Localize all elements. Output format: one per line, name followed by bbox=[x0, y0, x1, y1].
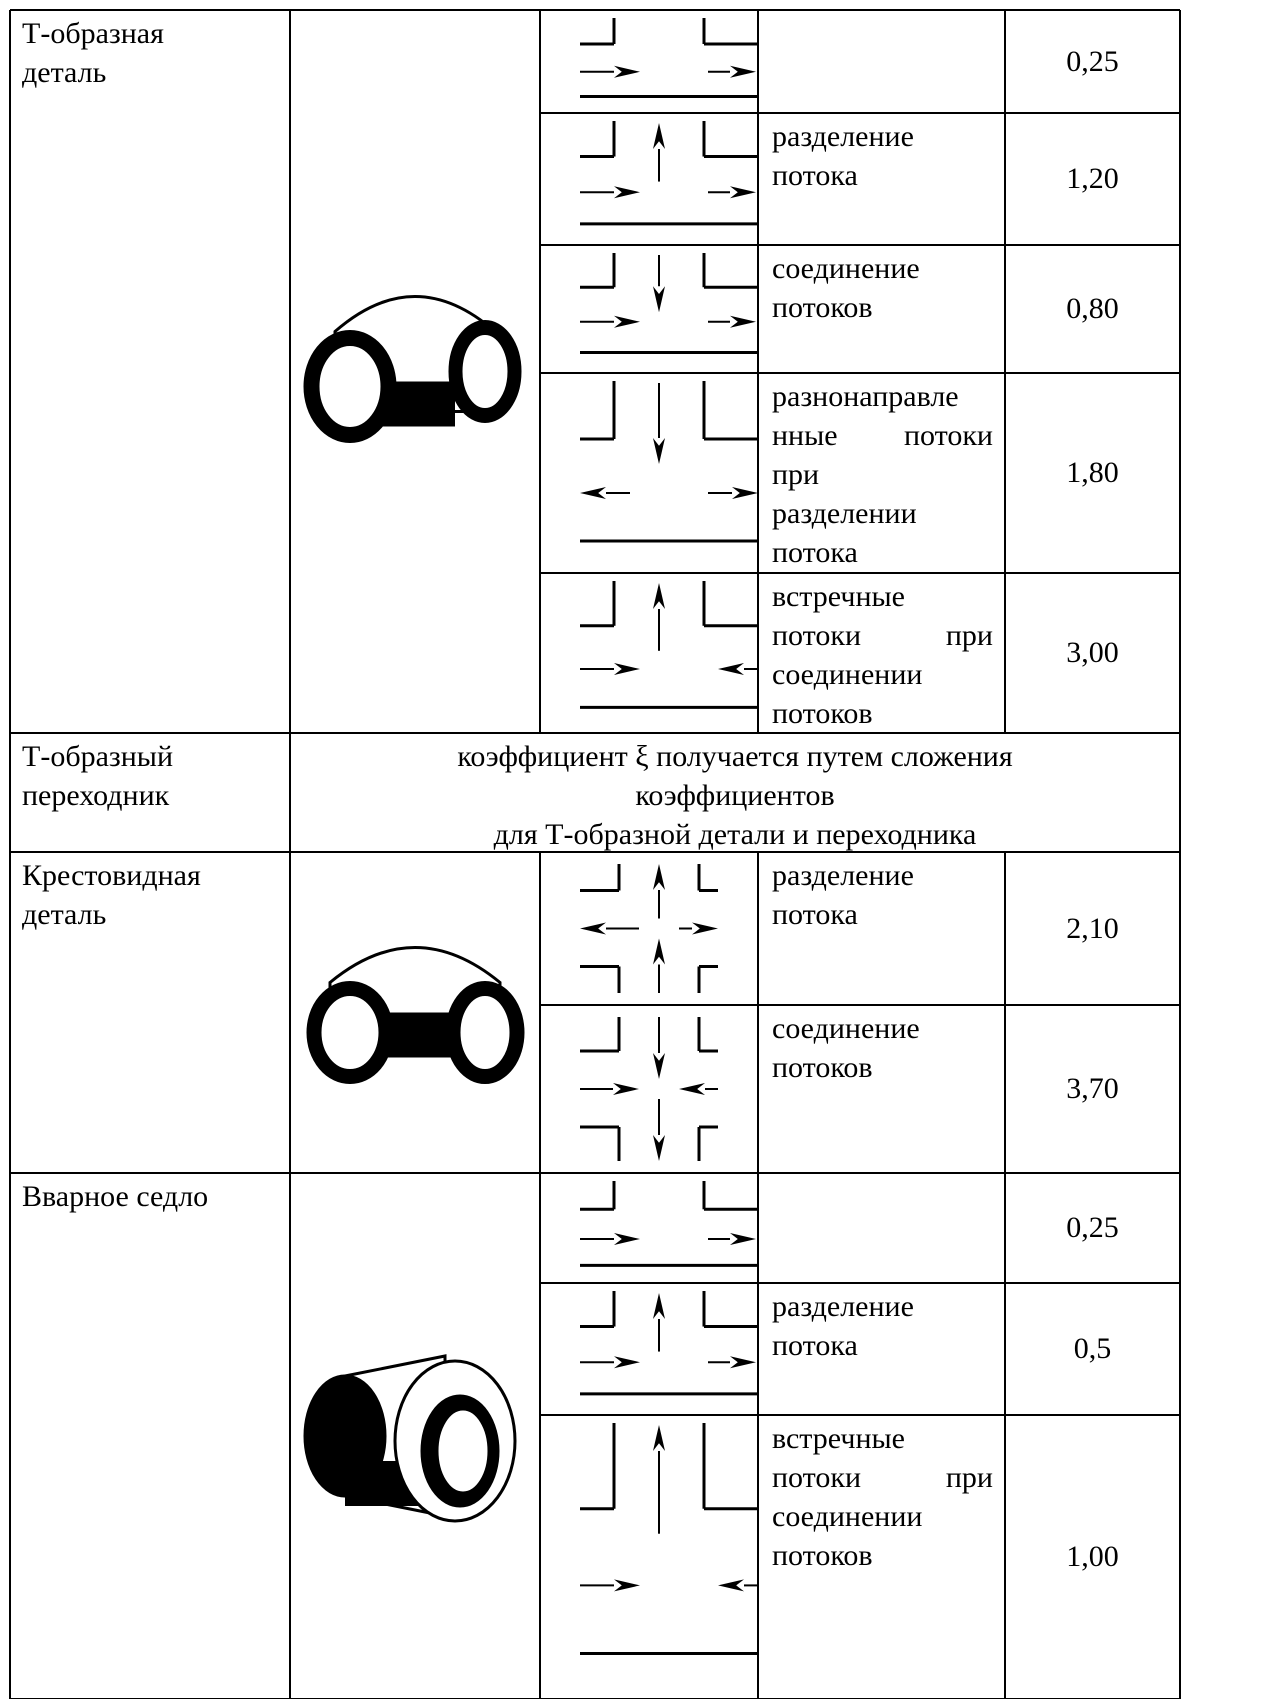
text-line: для Т-образной детали и переходника bbox=[493, 818, 977, 851]
case-description: разделение потока bbox=[772, 117, 993, 195]
arrow-head bbox=[614, 1233, 640, 1245]
case-description: разнонаправле нные потоки при разделении пот… bbox=[772, 377, 993, 572]
coefficient-value: 3,00 bbox=[1066, 636, 1119, 669]
coefficient-value: 0,25 bbox=[1066, 1211, 1119, 1244]
text-line: разделение bbox=[772, 859, 914, 892]
text-line: коэффициентов bbox=[635, 779, 835, 812]
coefficient-value: 0,80 bbox=[1066, 292, 1119, 325]
arrow-head bbox=[653, 938, 665, 965]
text-line: потока bbox=[772, 159, 858, 192]
arrow-head bbox=[614, 1356, 640, 1369]
arrow-head bbox=[718, 1579, 744, 1592]
fitting-shape bbox=[457, 993, 513, 1072]
case-description: соединение потоков bbox=[772, 249, 993, 327]
arrow-head bbox=[614, 1579, 640, 1592]
arrow-head bbox=[732, 487, 758, 499]
arrow-head bbox=[614, 315, 640, 328]
text-line: соединении bbox=[772, 1500, 923, 1533]
case-description: встречные потоки при соединении потоков bbox=[772, 577, 993, 733]
arrow-head bbox=[653, 864, 665, 890]
fitting-image bbox=[303, 295, 522, 443]
arrow-head bbox=[730, 315, 756, 328]
text-line: разделение bbox=[772, 1290, 914, 1323]
row-name: Т-образная деталь bbox=[22, 14, 282, 92]
text-line: соединение bbox=[772, 1012, 920, 1045]
coefficient-value: 2,10 bbox=[1066, 911, 1119, 945]
text-line: потока bbox=[772, 898, 858, 931]
arrow-head bbox=[730, 65, 756, 78]
text-line: соединение bbox=[772, 252, 920, 285]
text-line: потоков bbox=[772, 1539, 873, 1572]
case-description: соединение потоков bbox=[772, 1009, 993, 1087]
arrow-head bbox=[653, 583, 665, 609]
text-line: потока bbox=[772, 536, 858, 569]
text-line: Т-образный bbox=[22, 740, 174, 773]
text-line: встречные bbox=[772, 580, 905, 613]
coefficient-value: 1,80 bbox=[1066, 456, 1119, 489]
text-line: потоки при bbox=[772, 1461, 993, 1494]
text-line: переходник bbox=[22, 779, 170, 812]
arrow-head bbox=[653, 1135, 665, 1161]
text-line: потоков bbox=[772, 1051, 873, 1084]
text-line: разнонаправле bbox=[772, 380, 959, 413]
arrow-head bbox=[614, 663, 640, 675]
fitting-shape bbox=[318, 993, 382, 1072]
row-name: Крестовидная деталь bbox=[22, 856, 282, 934]
text-line: разделении bbox=[772, 497, 917, 530]
arrow-head bbox=[653, 1053, 665, 1079]
arrow-head bbox=[653, 1425, 665, 1451]
arrow-head bbox=[679, 1083, 705, 1095]
text-line: Вварное седло bbox=[22, 1180, 209, 1213]
text-line: потоки при bbox=[772, 619, 993, 652]
arrow-head bbox=[653, 123, 665, 149]
fitting-image bbox=[306, 946, 525, 1084]
coefficient-value: 0,25 bbox=[1066, 44, 1119, 78]
text-line: соединении bbox=[772, 658, 923, 691]
text-line: встречные bbox=[772, 1422, 905, 1455]
text-line: коэффициент ξ получается путем сложения bbox=[457, 740, 1013, 773]
arrow-head bbox=[580, 922, 606, 935]
arrow-head bbox=[653, 286, 665, 313]
note: коэффициент ξ получается путем сложения к… bbox=[290, 737, 1180, 854]
text-line: нные потоки bbox=[772, 419, 993, 452]
row-name: Вварное седло bbox=[22, 1177, 282, 1216]
arrow-head bbox=[730, 1356, 756, 1369]
text-line: потоков bbox=[772, 697, 873, 730]
text-line: при bbox=[772, 458, 820, 491]
text-line: потока bbox=[772, 1329, 858, 1362]
case-description: разделение потока bbox=[772, 856, 993, 934]
fitting-image bbox=[303, 1354, 517, 1523]
text-line: Т-образная bbox=[22, 17, 164, 50]
arrow-head bbox=[730, 186, 756, 199]
coefficient-value: 3,70 bbox=[1066, 1072, 1119, 1105]
arrow-head bbox=[692, 922, 718, 935]
case-description: разделение потока bbox=[772, 1287, 993, 1365]
arrow-head bbox=[653, 438, 665, 464]
text-line: деталь bbox=[22, 898, 107, 931]
text-line: потоков bbox=[772, 291, 873, 324]
text-line: деталь bbox=[22, 56, 107, 89]
row-name: Т-образный переходник bbox=[22, 737, 282, 815]
arrow-head bbox=[730, 1233, 756, 1245]
arrow-head bbox=[613, 1083, 639, 1095]
coefficient-value: 1,00 bbox=[1066, 1540, 1119, 1573]
coefficient-value: 0,5 bbox=[1073, 1332, 1112, 1365]
fitting-shape bbox=[459, 332, 511, 411]
text-line: разделение bbox=[772, 120, 914, 153]
arrow-head bbox=[614, 65, 640, 78]
coefficient-value: 1,20 bbox=[1066, 162, 1119, 195]
arrow-head bbox=[653, 1293, 665, 1319]
case-description: встречные потоки при соединении потоков bbox=[772, 1419, 993, 1575]
fitting-shape bbox=[435, 1407, 491, 1495]
arrow-head bbox=[718, 663, 744, 675]
arrow-head bbox=[580, 487, 606, 499]
arrow-head bbox=[614, 186, 640, 199]
text-line: Крестовидная bbox=[22, 859, 201, 892]
fitting-shape bbox=[316, 343, 384, 430]
